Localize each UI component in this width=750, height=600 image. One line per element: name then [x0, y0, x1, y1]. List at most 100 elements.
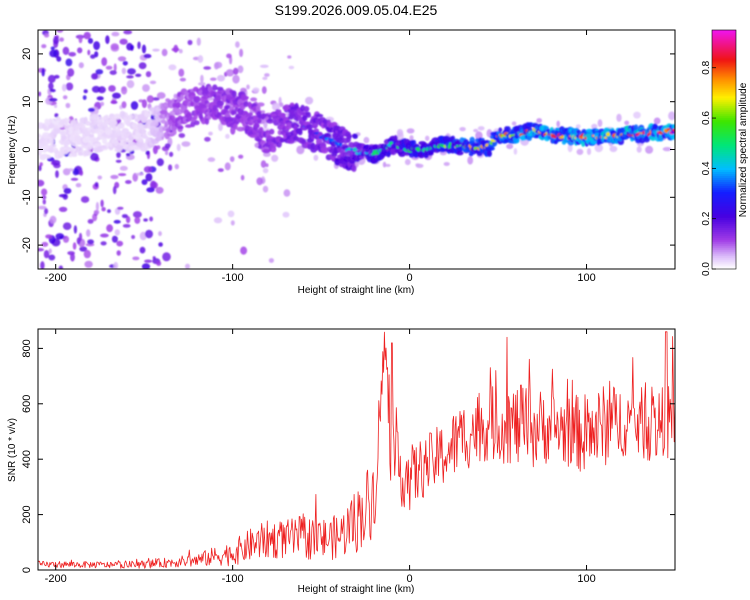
colorbar-step [712, 153, 736, 157]
colorbar-step [712, 119, 736, 123]
colorbar-step [712, 37, 736, 41]
colorbar-step [712, 99, 736, 103]
snr-ytick-label: 400 [21, 450, 33, 468]
colorbar-step [712, 189, 736, 192]
colorbar-step [712, 55, 736, 59]
snr-x-label: Height of straight line (km) [298, 584, 415, 595]
snr-y-label: SNR (10 * v/v) [7, 418, 18, 482]
colorbar-step [712, 217, 736, 220]
colorbar-step [712, 221, 736, 224]
colorbar-step [712, 245, 736, 248]
colorbar-step [712, 139, 736, 143]
colorbar-step [712, 105, 736, 109]
colorbar-step [712, 265, 736, 268]
colorbar-step [712, 185, 736, 188]
snr-series-line [38, 331, 675, 569]
colorbar-step [712, 179, 736, 182]
colorbar-step [712, 193, 736, 196]
colorbar-tick-label: 0.2 [701, 211, 712, 225]
colorbar: 0.0 0.2 0.4 0.6 0.8 Normalized spectral ampl… [701, 29, 749, 276]
colorbar-step [712, 39, 736, 43]
colorbar-step [712, 157, 736, 161]
colorbar-step [712, 145, 736, 149]
colorbar-label: Normalized spectral amplitude [738, 82, 749, 217]
colorbar-step [712, 85, 736, 89]
colorbar-step [712, 75, 736, 79]
colorbar-step [712, 91, 736, 95]
snr-frame [37, 328, 676, 571]
colorbar-step [712, 83, 736, 87]
colorbar-step [712, 97, 736, 101]
colorbar-step [712, 93, 736, 97]
colorbar-step [712, 123, 736, 127]
colorbar-step [712, 233, 736, 236]
spectrogram-image [38, 30, 675, 269]
colorbar-step [712, 231, 736, 234]
colorbar-step [712, 251, 736, 254]
spectrogram-ytick-label: 10 [21, 96, 33, 108]
spectrogram-xtick-label: -100 [222, 272, 244, 284]
colorbar-step [712, 115, 736, 119]
colorbar-step [712, 195, 736, 198]
spectrogram-ytick-label: 20 [21, 48, 33, 60]
colorbar-step [712, 107, 736, 111]
colorbar-step [712, 237, 736, 240]
colorbar-ticks: 0.0 0.2 0.4 0.6 0.8 [701, 60, 716, 276]
spectrogram-x-label: Height of straight line (km) [298, 285, 415, 296]
spectrogram-ytick-label: -10 [21, 189, 33, 205]
colorbar-step [712, 141, 736, 145]
colorbar-step [712, 223, 736, 226]
colorbar-step [712, 163, 736, 167]
colorbar-step [712, 213, 736, 216]
colorbar-step [712, 241, 736, 244]
colorbar-step [712, 111, 736, 115]
spectrogram-xtick-label: 0 [407, 272, 413, 284]
colorbar-step [712, 45, 736, 49]
colorbar-step [712, 181, 736, 184]
colorbar-step [712, 137, 736, 141]
colorbar-step [712, 209, 736, 212]
colorbar-tick-label: 0.0 [701, 262, 712, 276]
colorbar-step [712, 53, 736, 57]
colorbar-step [712, 201, 736, 204]
snr-xtick-label: 100 [577, 573, 595, 585]
colorbar-step [712, 65, 736, 69]
colorbar-step [712, 249, 736, 252]
colorbar-tick-label: 0.8 [701, 60, 712, 74]
colorbar-step [712, 59, 736, 63]
colorbar-step [712, 87, 736, 91]
colorbar-step [712, 151, 736, 155]
colorbar-step [712, 129, 736, 133]
colorbar-step [712, 125, 736, 129]
colorbar-step [712, 165, 736, 169]
colorbar-step [712, 263, 736, 266]
spectrogram-ytick-label: 0 [21, 146, 33, 152]
colorbar-step [712, 41, 736, 45]
colorbar-step [712, 173, 736, 176]
colorbar-step [712, 79, 736, 83]
colorbar-step [712, 247, 736, 250]
colorbar-step [712, 211, 736, 214]
colorbar-step [712, 109, 736, 113]
colorbar-step [712, 219, 736, 222]
colorbar-step [712, 261, 736, 264]
spectrogram-y-label: Frequency (Hz) [7, 116, 18, 185]
colorbar-step [712, 133, 736, 137]
colorbar-step [712, 101, 736, 105]
colorbar-step [712, 253, 736, 256]
colorbar-step [712, 61, 736, 65]
colorbar-step [712, 227, 736, 230]
snr-ytick-label: 600 [21, 395, 33, 413]
colorbar-step [712, 177, 736, 180]
spectrogram-xtick-label: -200 [45, 272, 67, 284]
colorbar-step [712, 255, 736, 258]
colorbar-step [712, 155, 736, 159]
colorbar-step [712, 161, 736, 165]
snr-ytick-label: 200 [21, 505, 33, 523]
colorbar-step [712, 30, 736, 33]
snr-xtick-label: 0 [407, 573, 413, 585]
colorbar-step [712, 183, 736, 186]
colorbar-step [712, 167, 736, 171]
